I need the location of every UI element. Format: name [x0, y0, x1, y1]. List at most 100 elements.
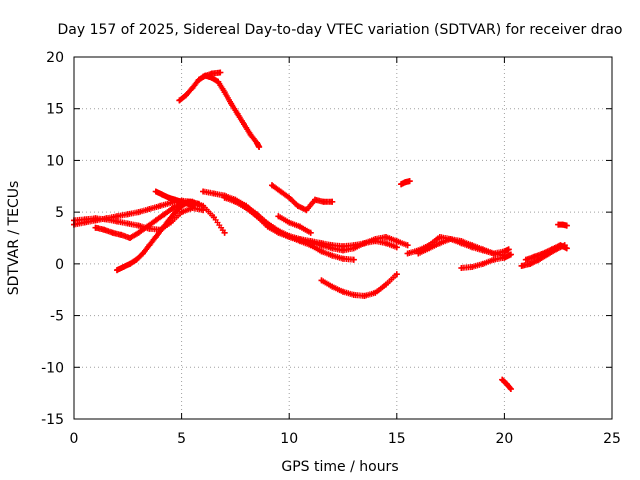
data-point	[540, 250, 547, 257]
data-point	[253, 213, 260, 220]
data-point	[92, 224, 99, 231]
data-point	[505, 246, 512, 253]
data-point	[458, 265, 465, 271]
data-point	[152, 234, 159, 240]
data-point	[114, 213, 120, 220]
data-point	[253, 139, 260, 146]
data-point	[507, 251, 514, 258]
data-point	[152, 188, 159, 195]
data-point	[269, 182, 275, 189]
data-point	[490, 250, 497, 257]
data-point	[200, 207, 207, 214]
data-point	[118, 231, 125, 238]
data-point	[215, 78, 222, 85]
y-tick-label: 10	[46, 153, 64, 169]
x-axis-label: GPS time / hours	[281, 459, 398, 475]
data-point	[436, 240, 443, 247]
data-point	[286, 234, 293, 240]
data-point	[161, 211, 168, 218]
data-point	[383, 281, 389, 288]
data-point	[124, 220, 131, 227]
data-point	[320, 198, 327, 205]
y-axis-label: SDTVAR / TECUs	[6, 181, 22, 296]
data-point	[318, 242, 325, 249]
y-tick-label: 15	[46, 102, 64, 118]
x-tick-label: 5	[177, 431, 186, 447]
data-point	[458, 238, 465, 245]
data-point	[92, 215, 99, 222]
data-point	[303, 207, 310, 214]
data-point	[436, 234, 443, 240]
data-point	[404, 250, 411, 257]
data-point	[146, 206, 153, 212]
data-point	[232, 198, 239, 205]
data-point	[312, 196, 318, 203]
data-point	[507, 386, 514, 392]
y-tick-labels: -15 -10 -5 0 5 10 15 20	[41, 50, 64, 428]
data-point	[152, 217, 159, 224]
data-point	[499, 376, 506, 383]
data-point	[318, 277, 325, 284]
data-point	[221, 229, 228, 236]
data-point	[402, 179, 409, 186]
data-point	[286, 219, 293, 226]
data-point	[120, 264, 127, 270]
x-tick-label: 20	[495, 431, 513, 447]
data-point	[247, 131, 254, 138]
series-arc-d	[114, 198, 192, 274]
data-point	[350, 256, 357, 263]
data-point	[361, 240, 368, 247]
data-point	[479, 260, 486, 267]
series-arc-e	[152, 188, 198, 208]
data-point	[531, 253, 538, 260]
data-point	[101, 226, 108, 233]
y-tick-label: -15	[41, 412, 64, 428]
data-point	[329, 283, 336, 290]
data-point	[159, 225, 166, 232]
data-point	[127, 235, 133, 241]
data-point	[135, 229, 142, 236]
data-point	[182, 92, 189, 99]
data-point	[157, 202, 164, 209]
data-point	[109, 229, 116, 236]
data-point	[103, 216, 110, 223]
data-point	[340, 288, 346, 295]
data-point	[127, 260, 133, 267]
data-point	[329, 245, 336, 252]
x-tick-label: 10	[280, 431, 298, 447]
data-point	[146, 242, 153, 249]
data-point	[426, 245, 433, 252]
y-tick-label: 20	[46, 50, 64, 66]
plot-frame	[73, 56, 613, 420]
data-point	[557, 242, 564, 249]
y-tick-label: -5	[50, 309, 64, 325]
data-point	[479, 246, 486, 253]
data-point	[350, 291, 357, 298]
data-point	[191, 201, 198, 208]
y-tick-label: 0	[55, 257, 64, 273]
data-point	[527, 260, 534, 267]
data-point	[398, 181, 405, 188]
data-point	[318, 248, 325, 255]
data-point	[176, 97, 183, 104]
data-point	[139, 250, 146, 257]
data-point	[522, 256, 529, 263]
data-point	[114, 267, 120, 274]
data-point	[372, 236, 379, 242]
y-tick-label: -10	[41, 360, 64, 376]
data-point	[195, 76, 202, 83]
data-point	[490, 256, 497, 263]
data-point	[165, 217, 172, 224]
data-point	[256, 144, 263, 150]
data-point	[329, 198, 336, 205]
data-point	[133, 256, 140, 263]
data-point	[114, 218, 120, 225]
data-point	[503, 380, 510, 387]
data-point	[297, 223, 303, 230]
data-point	[294, 202, 301, 209]
x-tick-label: 25	[603, 431, 621, 447]
data-point	[559, 221, 566, 228]
data-point	[234, 110, 241, 117]
data-point	[275, 213, 282, 220]
